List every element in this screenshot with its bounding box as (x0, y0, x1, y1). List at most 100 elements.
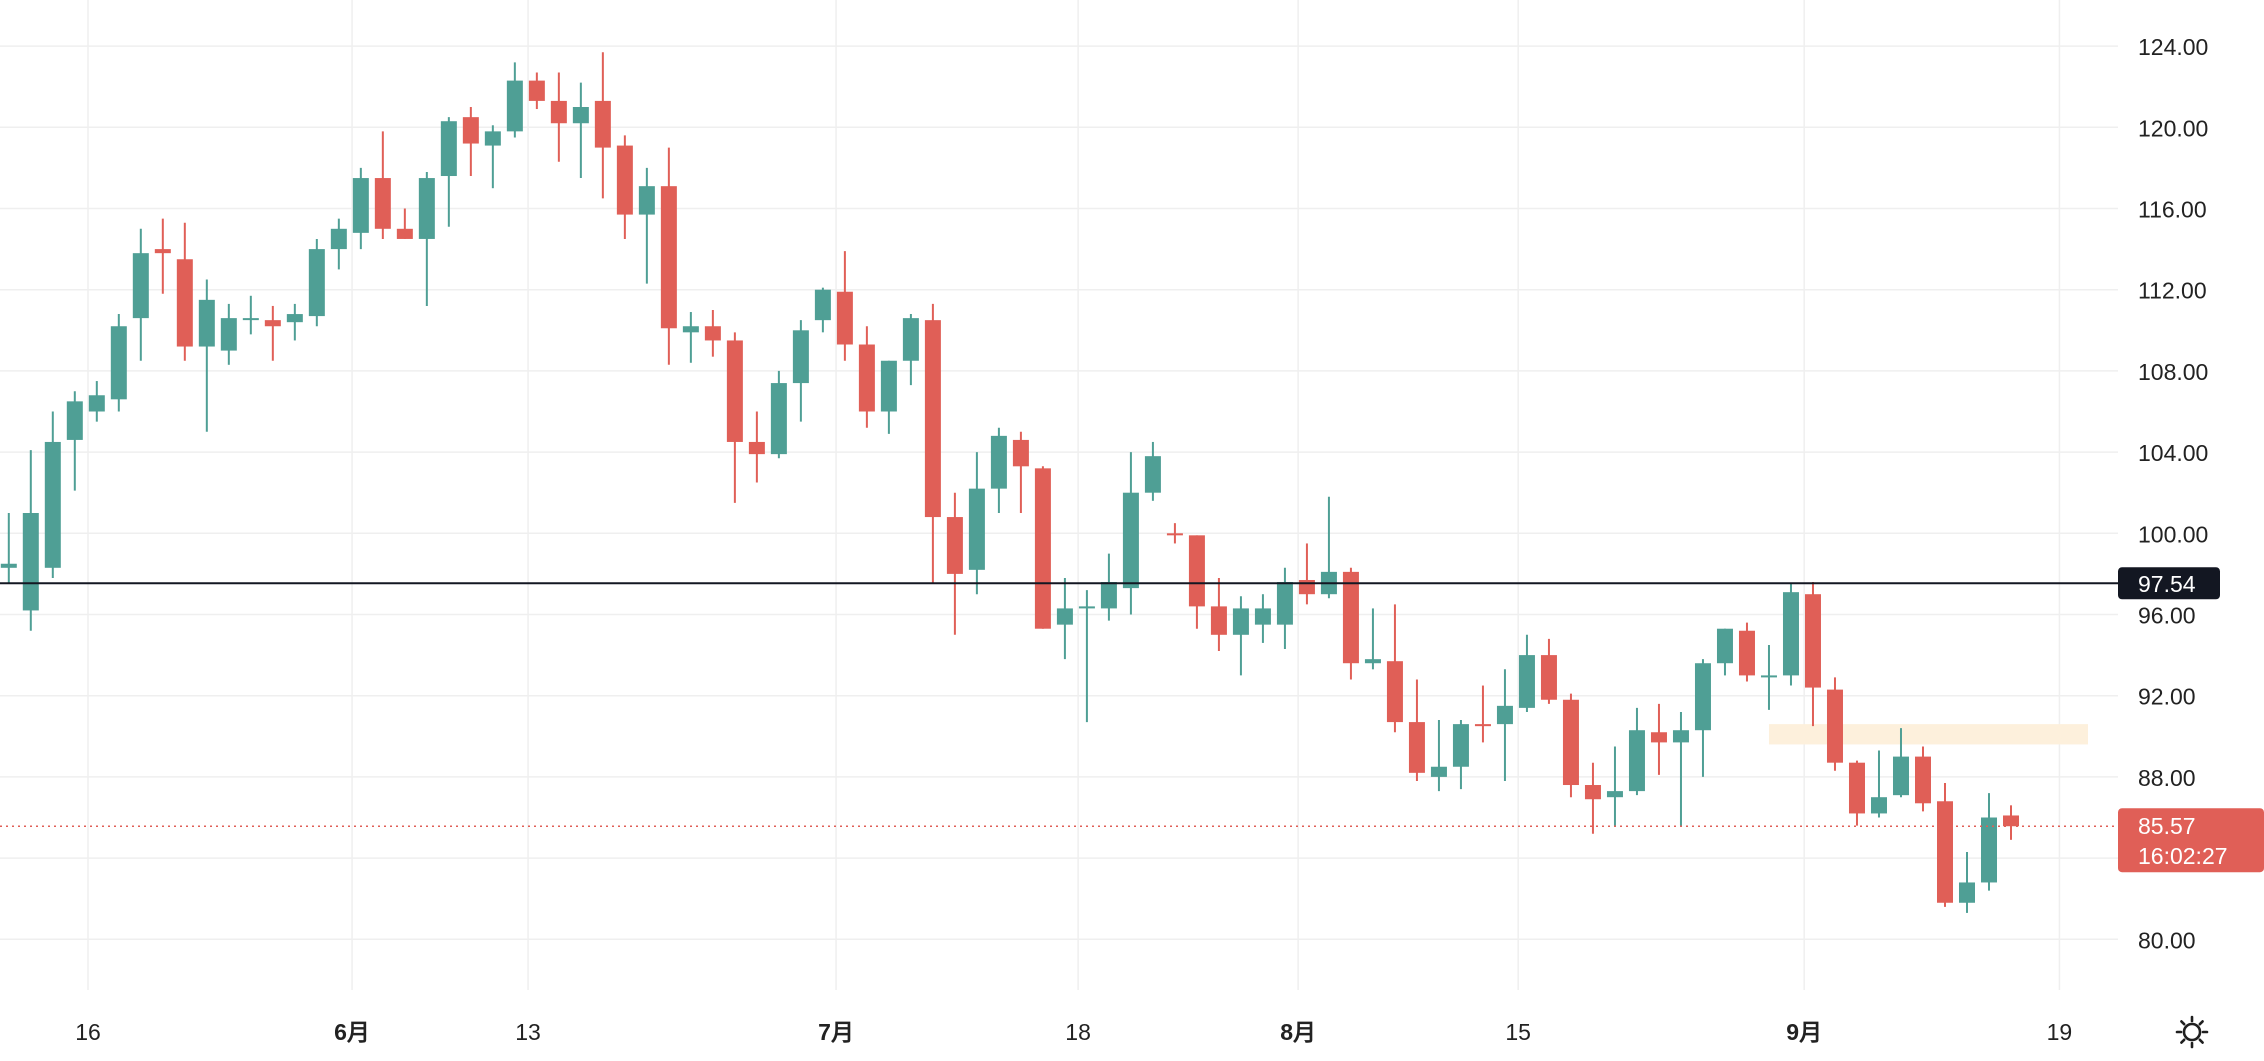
candle (220, 303, 237, 365)
candle-body (1958, 882, 1975, 903)
last-price-badge-bg (2118, 808, 2264, 873)
candle-body (1562, 699, 1579, 786)
candle (1012, 431, 1029, 513)
candle (1958, 852, 1975, 913)
candle (1980, 793, 1997, 891)
candle-body (814, 289, 831, 321)
candle (1694, 659, 1711, 777)
candle (1100, 553, 1117, 621)
candle (1034, 466, 1051, 629)
candle-body (594, 100, 611, 148)
candle (748, 411, 765, 483)
price-badges: 97.54 85.57 16:02:27 (2118, 567, 2264, 873)
candle (946, 492, 963, 635)
candle-body (1936, 801, 1953, 903)
y-tick-label: 116.00 (2138, 197, 2207, 223)
candle-body (1298, 579, 1315, 595)
candle-body (506, 80, 523, 132)
candle (1496, 669, 1513, 781)
candle (1276, 567, 1293, 650)
candle-body (484, 131, 501, 146)
candle-body (1408, 722, 1425, 773)
candle-body (1694, 663, 1711, 731)
x-tick-label: 6月 (334, 1019, 370, 1045)
candle (1672, 711, 1689, 826)
candle-body (88, 395, 105, 412)
candle (396, 208, 413, 239)
y-tick-label: 124.00 (2138, 34, 2208, 60)
candle (638, 167, 655, 284)
candle (1210, 577, 1227, 652)
candle (1342, 567, 1359, 680)
candle-body (1826, 689, 1843, 763)
candle-body (1892, 756, 1909, 796)
y-tick-label: 80.00 (2138, 927, 2196, 953)
candle-body (616, 145, 633, 215)
candles (0, 52, 2020, 913)
candle (1782, 584, 1799, 686)
candle (1056, 577, 1073, 660)
candle-body (1474, 724, 1491, 727)
candle-body (154, 249, 171, 254)
candle-body (0, 563, 17, 568)
candle-body (264, 320, 281, 327)
candle (418, 171, 435, 306)
y-tick-label: 120.00 (2138, 115, 2208, 141)
candle-body (242, 318, 259, 321)
candle (0, 513, 17, 585)
time-axis[interactable]: 16 6月 13 7月 18 8月 15 9月 19 (75, 1019, 2072, 1045)
candle (858, 326, 875, 428)
reference-price-badge-bg (2118, 567, 2220, 600)
candle-body (1760, 675, 1777, 678)
y-tick-label: 112.00 (2138, 278, 2207, 304)
candle-body (990, 435, 1007, 489)
candle-body (1276, 582, 1293, 625)
y-tick-label: 108.00 (2138, 359, 2208, 385)
candle-body (792, 330, 809, 384)
candle-body (1782, 592, 1799, 676)
candle (1870, 750, 1887, 818)
last-price-value: 85.57 (2138, 813, 2196, 839)
candle (286, 303, 303, 341)
x-tick-label: 15 (1505, 1019, 1531, 1045)
candle (1562, 693, 1579, 798)
candle-body (1166, 533, 1183, 536)
chart-settings-button[interactable] (2170, 1010, 2214, 1054)
candle-body (330, 228, 347, 250)
candle-body (682, 326, 699, 333)
candle (1628, 707, 1645, 796)
candle (66, 391, 83, 491)
candle (1804, 582, 1821, 727)
candle-body (528, 80, 545, 101)
candle (1452, 720, 1469, 790)
x-tick-label: 7月 (818, 1019, 854, 1045)
candle-countdown: 16:02:27 (2138, 843, 2228, 869)
candle-body (418, 178, 435, 239)
candle (1188, 535, 1205, 629)
candle (1408, 679, 1425, 781)
x-tick-label: 13 (515, 1019, 541, 1045)
candle (1166, 523, 1183, 544)
candle-body (1540, 655, 1557, 700)
candle-body (1716, 628, 1733, 664)
candle-body (1078, 606, 1095, 609)
candle (1298, 543, 1315, 605)
candle (1892, 728, 1909, 798)
candle (88, 381, 105, 422)
candle-body (1804, 594, 1821, 688)
candle (1826, 677, 1843, 771)
candle (1518, 634, 1535, 712)
candle-body (462, 117, 479, 144)
candle (110, 314, 127, 412)
candle (1760, 644, 1777, 710)
candle-body (946, 517, 963, 574)
x-tick-label: 18 (1065, 1019, 1091, 1045)
candle (44, 411, 61, 578)
candle-body (198, 299, 215, 347)
candle (1078, 590, 1095, 723)
candle (1122, 452, 1139, 615)
candle-body (374, 178, 391, 229)
x-tick-label: 16 (75, 1019, 101, 1045)
